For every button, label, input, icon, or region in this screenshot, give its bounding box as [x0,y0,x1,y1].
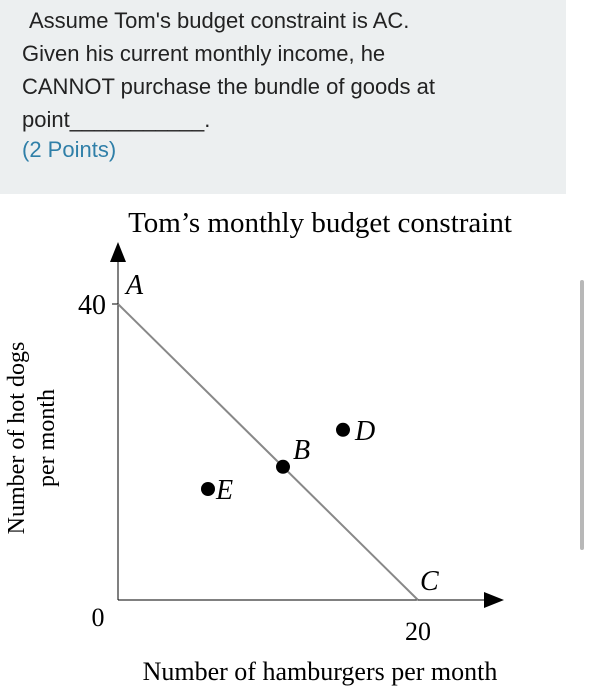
y-tick-label: 40 [78,290,106,321]
chart-marks: A B C D E [117,270,439,601]
point-c-label: C [420,566,439,597]
y-axis-title-line: per month [34,389,60,487]
origin-label: 0 [92,603,105,632]
point-e-label: E [215,475,233,506]
question-line: point___________. [22,107,211,132]
scrollbar-thumb[interactable] [580,280,584,550]
budget-constraint-chart: Tom’s monthly budget constraint Number o… [4,207,512,686]
point-a-label: A [124,270,144,301]
budget-line-ac [117,303,419,601]
question-line: Assume Tom's budget constraint is AC. [29,8,410,33]
point-e-marker [201,482,215,496]
point-b-label: B [293,435,310,466]
question-line: Given his current monthly income, he [22,41,386,66]
x-axis-title: Number of hamburgers per month [143,657,498,686]
chart-title: Tom’s monthly budget constraint [128,207,512,239]
y-axis-arrow [110,242,126,262]
y-axis-title: Number of hot dogs per month [4,342,60,535]
points-label: (2 Points) [22,137,117,162]
question-line: CANNOT purchase the bundle of goods at [22,74,435,99]
x-tick-label: 20 [405,617,431,646]
question-panel: Assume Tom's budget constraint is AC. Gi… [0,0,566,194]
point-d-label: D [354,416,375,447]
point-b-marker [276,459,290,474]
question-text: Assume Tom's budget constraint is AC. Gi… [22,4,542,136]
y-axis-title-line: Number of hot dogs [4,342,30,535]
x-axis-arrow [484,592,504,608]
point-d-marker [336,422,350,437]
chart-figure: Tom’s monthly budget constraint Number o… [0,194,566,700]
